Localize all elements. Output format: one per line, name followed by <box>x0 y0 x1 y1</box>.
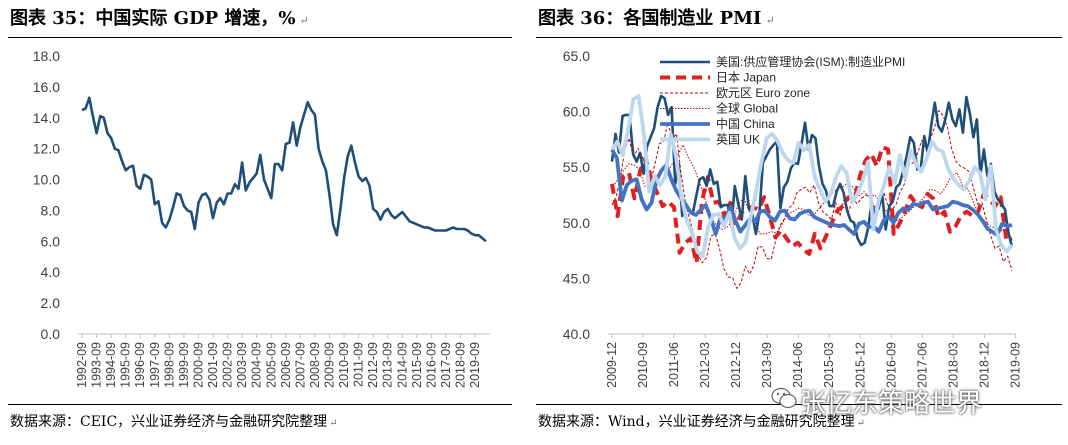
y-tick-label: 10.0 <box>33 172 60 188</box>
x-tick-label: 2017-09 <box>439 342 453 388</box>
y-tick-label: 14.0 <box>33 110 60 126</box>
x-tick-label: 1992-09 <box>75 342 89 388</box>
legend-label: 中国 China <box>716 116 775 131</box>
y-tick-label: 50.0 <box>563 215 590 231</box>
x-tick-label: 2016-09 <box>424 342 438 388</box>
y-tick-label: 8.0 <box>41 202 61 218</box>
x-tick-label: 2014-06 <box>791 342 805 388</box>
x-tick-label: 2003-09 <box>235 342 249 388</box>
x-tick-label: 2010-09 <box>636 342 650 388</box>
x-tick-label: 2012-09 <box>366 342 380 388</box>
y-tick-label: 60.0 <box>563 104 590 120</box>
x-tick-label: 2018-03 <box>946 342 960 388</box>
x-tick-label: 2012-03 <box>698 342 712 388</box>
right-source-note: 数据来源：Wind，兴业证券经济与金融研究院整理 ↵ <box>538 414 865 430</box>
x-tick-label: 2013-09 <box>381 342 395 388</box>
x-tick-label: 1994-09 <box>104 342 118 388</box>
y-tick-label: 40.0 <box>563 326 590 342</box>
gdp-chart: 0.0 2.0 4.0 6.0 8.0 10.0 12.0 14.0 16.0 18.0 1992-… <box>33 48 490 388</box>
x-tick-label: 2015-12 <box>853 342 867 388</box>
x-tick-label: 1993-09 <box>90 342 104 388</box>
left-source-rule <box>8 404 512 405</box>
x-tick-label: 2015-03 <box>822 342 836 388</box>
x-tick-label: 1996-09 <box>133 342 147 388</box>
x-tick-label: 2018-12 <box>977 342 991 388</box>
wechat-icon <box>771 387 797 409</box>
pmi-chart: 40.0 45.0 50.0 55.0 60.0 65.0 2009-12 2010-09 20… <box>563 48 1023 388</box>
x-tick-label: 2016-09 <box>884 342 898 388</box>
x-tick-label: 2013-09 <box>760 342 774 388</box>
legend-label: 欧元区 Euro zone <box>716 86 810 100</box>
right-chart-title: 图表 36：各国制造业 PMI ↵ <box>538 8 775 29</box>
x-tick-label: 1997-09 <box>148 342 162 388</box>
left-chart-title: 图表 35：中国实际 GDP 增速，% ↵ <box>10 8 309 29</box>
x-tick-label: 2011-09 <box>352 342 366 387</box>
y-tick-label: 4.0 <box>41 264 61 280</box>
x-tick-label: 2015-09 <box>410 342 424 388</box>
gdp-growth-line <box>81 96 487 243</box>
x-tick-label: 1995-09 <box>119 342 133 388</box>
left-source-note: 数据来源：CEIC，兴业证券经济与金融研究院整理 ↵ <box>10 414 338 430</box>
y-tick-label: 65.0 <box>563 48 590 64</box>
x-tick-label: 1999-09 <box>177 342 191 388</box>
y-tick-label: 6.0 <box>41 233 61 249</box>
y-tick-label: 16.0 <box>33 79 60 95</box>
x-tick-label: 2009-12 <box>605 342 619 388</box>
left-title-rule <box>8 37 512 38</box>
x-tick-label: 2011-06 <box>667 342 681 387</box>
y-tick-label: 0.0 <box>41 326 61 342</box>
legend-label: 日本 Japan <box>716 71 776 85</box>
pmi-series-line <box>611 144 1013 235</box>
x-tick-label: 2019-09 <box>468 342 482 388</box>
y-tick-label: 45.0 <box>563 270 590 286</box>
x-tick-label: 2014-09 <box>395 342 409 388</box>
legend-label: 英国 UK <box>716 133 760 147</box>
x-tick-label: 2005-09 <box>264 342 278 388</box>
x-tick-label: 2006-09 <box>279 342 293 388</box>
x-tick-label: 2017-06 <box>915 342 929 388</box>
x-tick-label: 2001-09 <box>206 342 220 388</box>
x-tick-label: 2019-09 <box>1008 342 1022 388</box>
x-tick-label: 2018-09 <box>454 342 468 388</box>
x-tick-label: 2010-09 <box>337 342 351 388</box>
right-title-rule <box>536 37 1062 38</box>
y-tick-label: 2.0 <box>41 295 61 311</box>
x-tick-label: 2007-09 <box>293 342 307 388</box>
right-source-rule <box>536 404 1062 405</box>
pmi-series-line <box>610 145 1013 265</box>
x-tick-label: 2002-09 <box>221 342 235 388</box>
legend-label: 美国:供应管理协会(ISM):制造业PMI <box>716 54 905 69</box>
y-tick-label: 18.0 <box>33 48 60 64</box>
x-tick-label: 2009-09 <box>322 342 336 388</box>
watermark-text: 张忆东策略世界 <box>800 389 983 419</box>
legend-label: 全球 Global <box>716 101 778 116</box>
pmi-series-line <box>610 148 1013 237</box>
pmi-series-line <box>610 94 1014 259</box>
x-tick-label: 2012-12 <box>729 342 743 388</box>
y-tick-label: 55.0 <box>563 159 590 175</box>
x-tick-label: 2004-09 <box>250 342 264 388</box>
x-tick-label: 2000-09 <box>191 342 205 388</box>
x-tick-label: 2008-09 <box>308 342 322 388</box>
y-tick-label: 12.0 <box>33 141 60 157</box>
x-tick-label: 1998-09 <box>162 342 176 388</box>
